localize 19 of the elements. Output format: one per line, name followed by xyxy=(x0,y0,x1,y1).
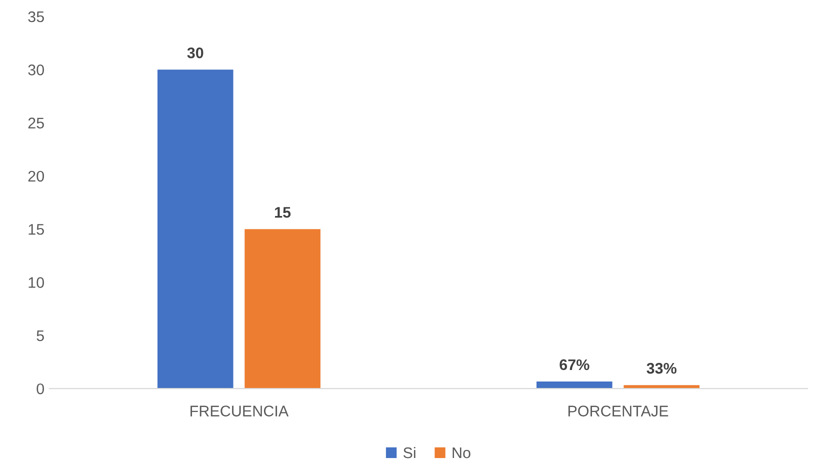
y-tick-label: 10 xyxy=(28,277,44,288)
data-label: 67% xyxy=(560,359,590,370)
data-label: 33% xyxy=(646,362,676,374)
bar xyxy=(157,70,234,389)
data-label: 15 xyxy=(275,207,291,218)
bar xyxy=(536,381,612,389)
data-label: 30 xyxy=(187,47,204,58)
y-tick-label: 30 xyxy=(28,64,44,76)
y-tick-label: 25 xyxy=(28,118,44,128)
legend-label: Si xyxy=(403,446,416,458)
y-tick-label: 0 xyxy=(36,383,44,394)
legend-label: No xyxy=(452,448,470,458)
y-tick-label: 15 xyxy=(28,224,44,235)
x-tick-label: PORCENTAJE xyxy=(568,406,668,416)
x-tick-label: FRECUENCIA xyxy=(190,406,289,416)
y-tick-label: 20 xyxy=(28,170,44,182)
y-tick-label: 35 xyxy=(28,11,44,22)
y-tick-label: 5 xyxy=(36,330,44,342)
bar xyxy=(244,229,320,389)
